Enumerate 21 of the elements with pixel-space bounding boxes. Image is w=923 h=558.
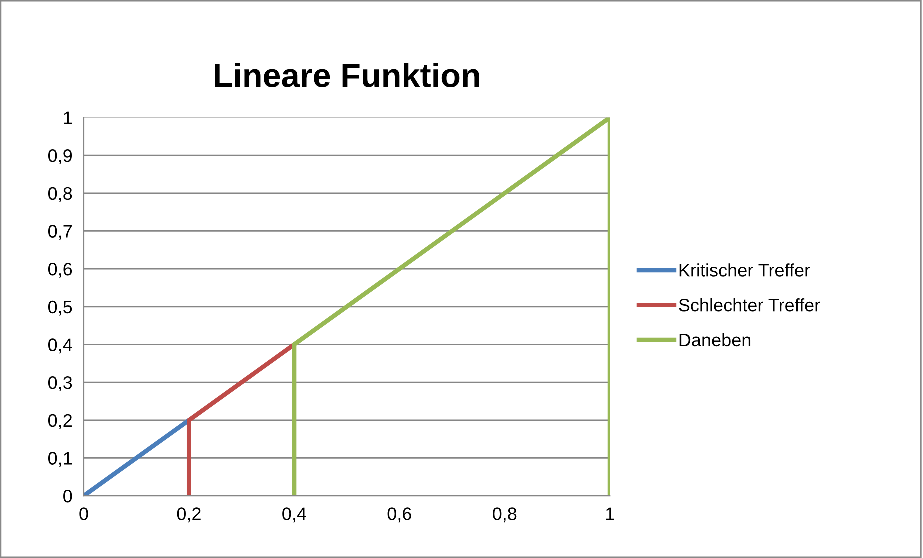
x-tick-label: 1 [606,508,614,520]
x-tick-label: 0 [80,508,88,520]
y-tick-label: 0,6 [48,263,72,278]
y-tick-label: 0 [64,490,72,503]
y-tick-label: 0,5 [48,300,72,316]
chart-title: Lineare Funktion [215,63,480,88]
x-tick-label: 0,6 [388,508,412,523]
y-tick-label: 0,3 [48,376,72,392]
y-tick-label: 0,2 [48,414,72,430]
legend-label: Schlechter Treffer [679,298,820,312]
y-tick-label: 0,7 [48,225,72,240]
y-tick-label: 1 [64,112,72,124]
y-tick-label: 0,1 [48,452,72,468]
legend-label: Kritischer Treffer [680,264,810,277]
x-tick-label: 0,8 [493,508,517,523]
y-tick-label: 0,8 [48,187,72,202]
x-tick-label: 0,2 [177,508,201,523]
legend-label: Daneben [680,333,751,347]
y-tick-label: 0,4 [48,338,72,354]
x-tick-label: 0,4 [282,508,306,523]
y-tick-label: 0,9 [48,150,72,164]
